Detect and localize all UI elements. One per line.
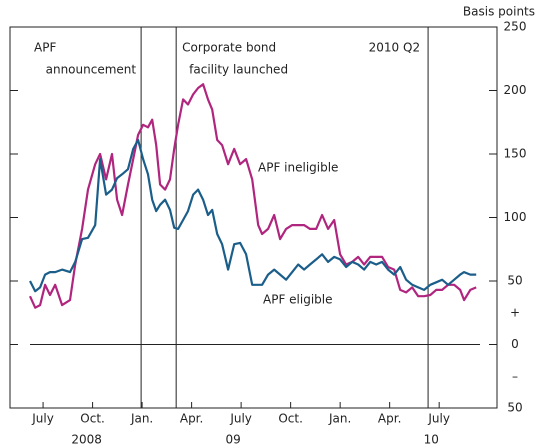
event-label: APF [34, 41, 56, 55]
x-tick-label: Apr. [378, 412, 401, 426]
x-tick-label: July [427, 412, 450, 426]
series-line [28, 83, 477, 309]
y-tick-label: 200 [504, 83, 527, 97]
x-year-label: 09 [226, 433, 241, 447]
y-tick-label: 250 [504, 20, 527, 34]
y-tick-label: 100 [504, 210, 527, 224]
x-year-label: 2008 [71, 433, 102, 447]
x-tick-label: July [31, 412, 54, 426]
series-line [29, 138, 477, 293]
sign-label: – [512, 370, 518, 384]
x-tick-label: Jan. [130, 412, 153, 426]
x-tick-label: Oct. [80, 412, 105, 426]
series-label: APF ineligible [258, 161, 338, 175]
y-tick-label: 50 [507, 274, 522, 288]
series-label: APF eligible [263, 293, 333, 307]
event-label: announcement [46, 63, 137, 77]
y-tick-label: 150 [504, 147, 527, 161]
x-tick-label: July [229, 412, 252, 426]
x-tick-label: Apr. [180, 412, 203, 426]
x-tick-label: Oct. [278, 412, 303, 426]
sign-label: + [510, 306, 520, 320]
y-tick-label: 0 [511, 337, 519, 351]
event-label: Corporate bond [182, 41, 276, 55]
event-label: facility launched [189, 63, 288, 77]
unit-label: Basis points [463, 5, 535, 19]
y-tick-label: 50 [507, 401, 522, 415]
x-tick-label: Jan. [328, 412, 351, 426]
x-year-label: 10 [424, 433, 439, 447]
event-label: 2010 Q2 [369, 41, 420, 55]
